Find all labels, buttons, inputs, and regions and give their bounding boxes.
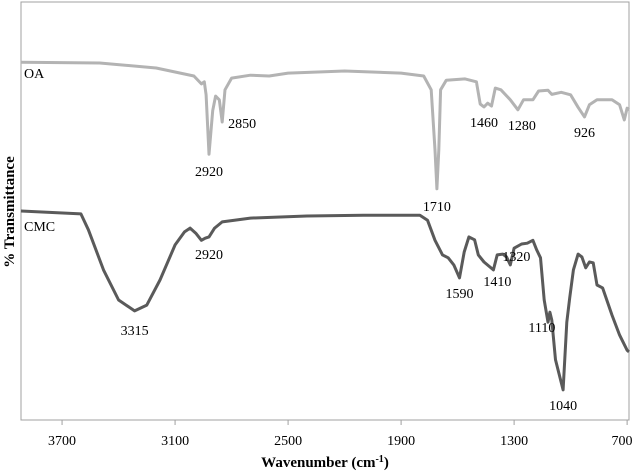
- x-tick-label: 2500: [274, 434, 302, 449]
- series-label-oa: OA: [24, 67, 45, 82]
- series-line-cmc: [20, 209, 631, 392]
- x-axis-label: Wavenumber (cm-1): [261, 454, 389, 471]
- peak-label: 1460: [470, 116, 498, 131]
- peak-label: 926: [574, 126, 595, 141]
- series-label-cmc: CMC: [24, 220, 55, 235]
- peak-label: 1710: [423, 200, 451, 215]
- y-axis-label: % Transmittance: [2, 156, 18, 268]
- peak-label: 2920: [195, 165, 223, 180]
- peak-label: 1040: [549, 399, 577, 414]
- peak-label: 1110: [528, 321, 555, 336]
- peak-label: 2920: [195, 248, 223, 263]
- series-line-oa: [20, 60, 630, 191]
- peak-label: 1320: [502, 250, 530, 265]
- peak-label: 1280: [508, 119, 536, 134]
- x-tick-label: 700: [612, 434, 633, 449]
- x-tick-label: 3100: [161, 434, 189, 449]
- x-tick-label: 1300: [500, 434, 528, 449]
- x-tick-label: 1900: [387, 434, 415, 449]
- peak-label: 3315: [121, 324, 149, 339]
- peak-label: 2850: [228, 117, 256, 132]
- peak-label: 1410: [483, 275, 511, 290]
- peak-label: 1590: [445, 287, 473, 302]
- x-tick-label: 3700: [48, 434, 76, 449]
